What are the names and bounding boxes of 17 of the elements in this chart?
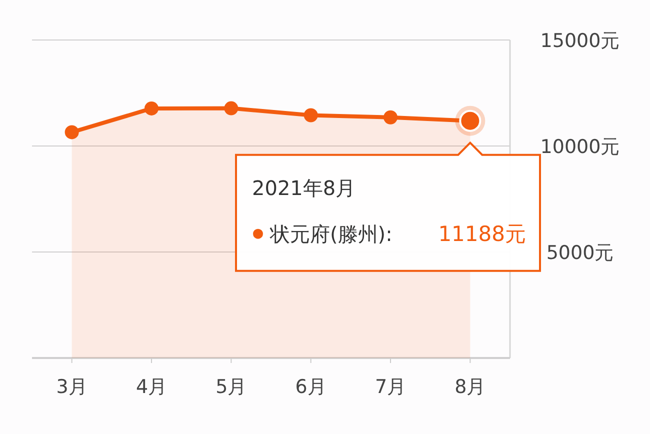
y-tick-label: 15000元 bbox=[540, 30, 620, 52]
annotation: 2021年8月 bbox=[252, 176, 356, 200]
x-tick-label: 4月 bbox=[136, 376, 168, 398]
point bbox=[144, 101, 158, 116]
legend-label: 状元府(滕州): bbox=[269, 222, 392, 246]
point bbox=[384, 110, 398, 124]
point bbox=[304, 108, 318, 122]
x-tick-label: 8月 bbox=[454, 376, 486, 398]
point bbox=[64, 125, 79, 140]
x-tick-label: 5月 bbox=[216, 376, 247, 398]
x-tick-label: 3月 bbox=[56, 376, 88, 398]
y-tick-label: 5000元 bbox=[546, 242, 614, 264]
y-tick-label: 10000元 bbox=[540, 136, 620, 158]
annotation: 11188元 bbox=[438, 222, 526, 246]
x-tick-label: 7月 bbox=[374, 376, 406, 398]
point bbox=[224, 101, 238, 116]
x-tick-label: 6月 bbox=[295, 376, 326, 398]
